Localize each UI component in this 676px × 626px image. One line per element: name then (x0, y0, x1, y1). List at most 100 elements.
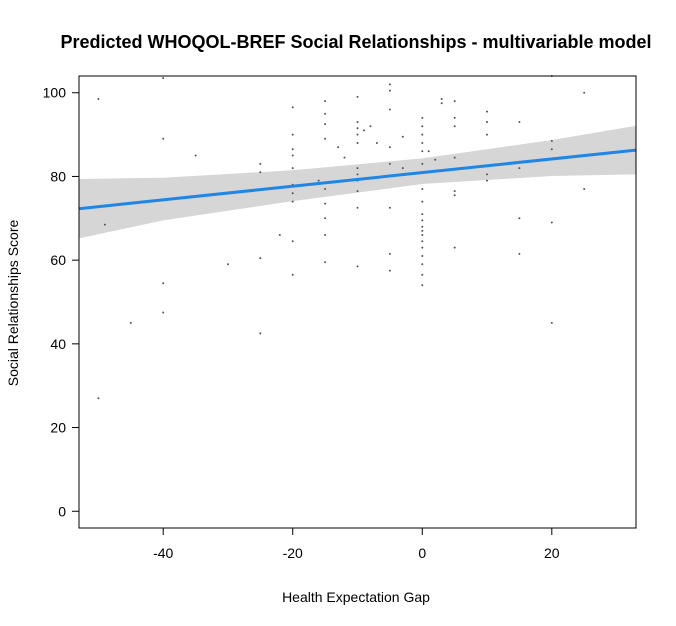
data-point (421, 213, 424, 216)
data-point (356, 190, 359, 193)
x-axis-label: Health Expectation Gap (282, 589, 430, 605)
y-tick-label: 20 (50, 420, 66, 436)
data-point (291, 133, 294, 136)
data-point (421, 229, 424, 232)
data-point (453, 100, 456, 103)
data-point (421, 125, 424, 128)
data-point (453, 246, 456, 249)
data-point (388, 89, 391, 92)
data-point (550, 221, 553, 224)
data-point (356, 173, 359, 176)
data-point (388, 108, 391, 111)
data-point (486, 110, 488, 113)
data-point (162, 77, 165, 80)
x-axis: -40 -20 0 20 (153, 528, 560, 561)
data-point (162, 282, 165, 285)
data-point (337, 146, 340, 149)
data-point (103, 223, 106, 226)
data-point (317, 179, 320, 182)
chart-title: Predicted WHOQOL-BREF Social Relationshi… (60, 32, 651, 52)
data-point (356, 133, 359, 136)
data-point (427, 150, 430, 153)
data-point (259, 257, 262, 260)
data-point (356, 95, 359, 98)
y-tick-label: 100 (43, 85, 67, 101)
data-point (356, 206, 359, 209)
data-point (259, 332, 262, 335)
data-point (453, 125, 456, 128)
data-point (324, 217, 327, 220)
data-point (291, 154, 294, 157)
y-axis: 0 20 40 60 80 100 (43, 85, 79, 519)
data-point (421, 219, 424, 222)
data-point (486, 179, 488, 182)
data-point (421, 116, 424, 119)
data-point (583, 188, 586, 190)
data-point (388, 83, 391, 86)
data-point (486, 121, 488, 123)
data-point (421, 255, 424, 257)
data-point (453, 194, 456, 197)
plot-frame (78, 75, 637, 529)
data-point (421, 240, 424, 243)
data-point (453, 190, 456, 193)
data-point (486, 133, 488, 136)
data-point (324, 100, 327, 103)
data-point (259, 162, 262, 165)
data-point (453, 116, 456, 119)
data-point (278, 234, 281, 236)
data-point (550, 321, 553, 324)
data-point (388, 162, 391, 165)
data-point (375, 142, 378, 144)
data-point (291, 106, 294, 109)
confidence-band (79, 125, 636, 239)
data-point (162, 137, 165, 140)
data-point (421, 263, 424, 266)
data-point (421, 273, 424, 276)
data-point (363, 129, 365, 132)
data-point (194, 154, 197, 157)
x-tick-label: -40 (153, 545, 173, 561)
data-point (518, 121, 521, 123)
data-point (291, 148, 294, 151)
data-point (421, 133, 424, 136)
data-point (356, 167, 359, 170)
x-tick-label: 20 (544, 545, 560, 561)
data-point (324, 202, 327, 205)
data-point (421, 225, 424, 228)
data-point (227, 263, 229, 266)
data-point (440, 102, 443, 105)
data-point (356, 142, 359, 144)
data-point (388, 269, 391, 272)
y-tick-label: 0 (58, 503, 66, 519)
data-point (324, 112, 327, 115)
data-point (421, 284, 424, 287)
data-point (129, 321, 132, 324)
data-point (388, 206, 391, 209)
data-point (343, 156, 346, 159)
y-tick-label: 60 (50, 252, 66, 268)
data-point (434, 158, 437, 161)
data-point (421, 150, 424, 153)
data-point (421, 200, 424, 203)
data-point (356, 121, 359, 123)
data-point (440, 98, 443, 100)
y-tick-label: 40 (50, 336, 66, 352)
data-point (291, 273, 294, 276)
fit-line-layer (78, 148, 637, 211)
data-point (291, 240, 294, 243)
x-tick-label: 0 (418, 545, 426, 561)
data-point (324, 123, 327, 126)
data-point (162, 311, 165, 314)
x-tick-label: -20 (283, 545, 303, 561)
data-point (518, 252, 521, 255)
data-point (369, 125, 372, 128)
fit-line (78, 148, 637, 211)
data-point (421, 234, 424, 236)
data-point (356, 127, 359, 130)
points-layer (97, 75, 586, 400)
data-point (291, 192, 294, 195)
data-point (421, 162, 424, 165)
data-point (97, 397, 100, 400)
